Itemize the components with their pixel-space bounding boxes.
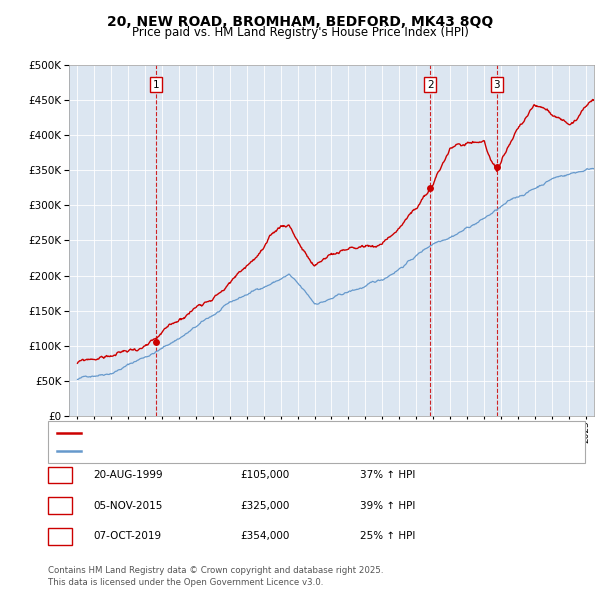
- Text: 1: 1: [56, 470, 64, 480]
- Text: 2: 2: [427, 80, 434, 90]
- Text: Contains HM Land Registry data © Crown copyright and database right 2025.
This d: Contains HM Land Registry data © Crown c…: [48, 566, 383, 587]
- Text: 3: 3: [494, 80, 500, 90]
- Text: 1: 1: [153, 80, 160, 90]
- Text: Price paid vs. HM Land Registry's House Price Index (HPI): Price paid vs. HM Land Registry's House …: [131, 26, 469, 39]
- Text: 20-AUG-1999: 20-AUG-1999: [93, 470, 163, 480]
- Text: 20, NEW ROAD, BROMHAM, BEDFORD, MK43 8QQ: 20, NEW ROAD, BROMHAM, BEDFORD, MK43 8QQ: [107, 15, 493, 30]
- Text: £325,000: £325,000: [240, 501, 289, 510]
- Text: HPI: Average price, semi-detached house, Bedford: HPI: Average price, semi-detached house,…: [87, 446, 338, 456]
- Text: 37% ↑ HPI: 37% ↑ HPI: [360, 470, 415, 480]
- Text: 20, NEW ROAD, BROMHAM, BEDFORD, MK43 8QQ (semi-detached house): 20, NEW ROAD, BROMHAM, BEDFORD, MK43 8QQ…: [87, 428, 454, 438]
- Text: 2: 2: [56, 501, 64, 510]
- Text: 25% ↑ HPI: 25% ↑ HPI: [360, 532, 415, 541]
- Text: 07-OCT-2019: 07-OCT-2019: [93, 532, 161, 541]
- Text: 3: 3: [56, 532, 64, 541]
- Text: £105,000: £105,000: [240, 470, 289, 480]
- Text: 05-NOV-2015: 05-NOV-2015: [93, 501, 163, 510]
- Text: £354,000: £354,000: [240, 532, 289, 541]
- Text: 39% ↑ HPI: 39% ↑ HPI: [360, 501, 415, 510]
